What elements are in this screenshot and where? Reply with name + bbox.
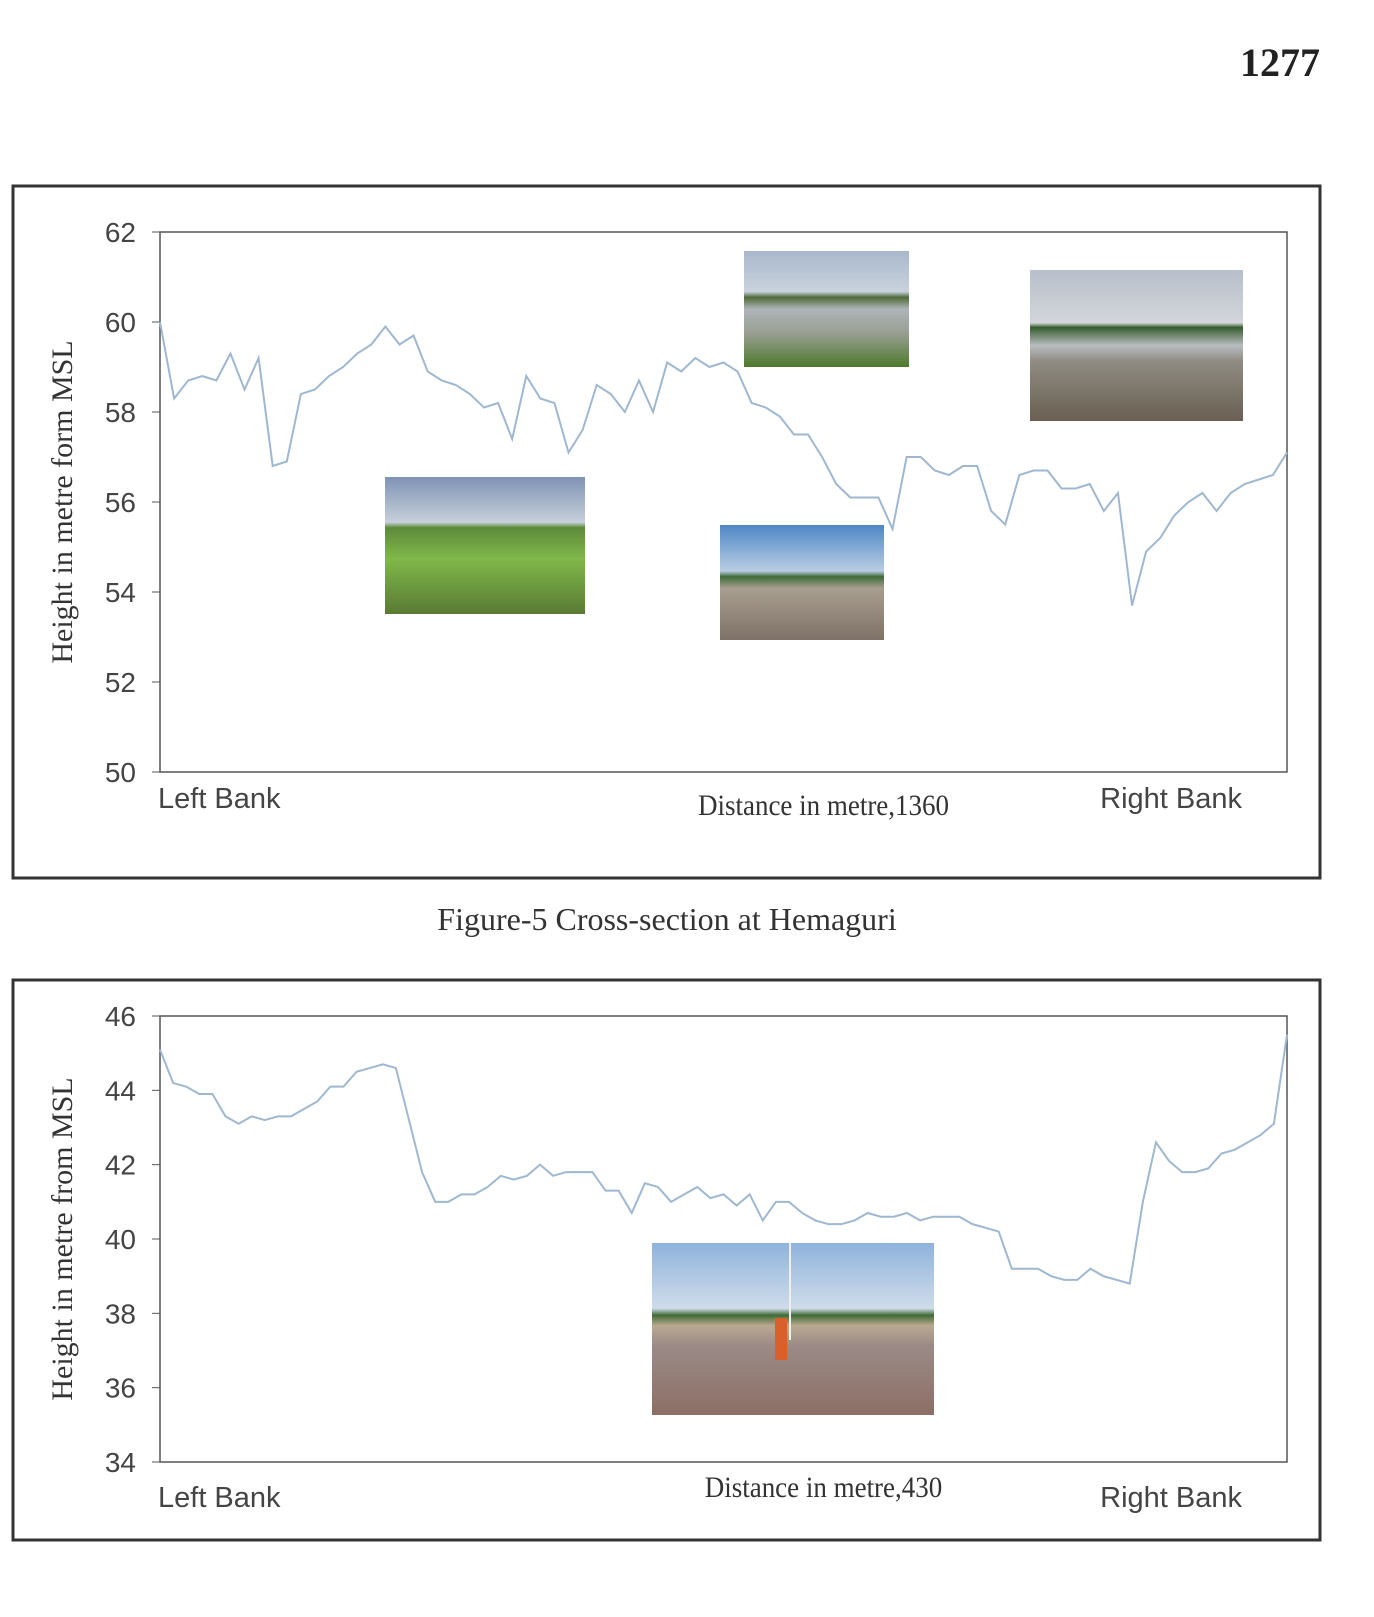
x-axis-title: Distance in metre,430: [705, 1472, 942, 1505]
y-tick-label: 46: [105, 1001, 136, 1032]
figure-frame: [11, 184, 1322, 880]
page-number: 1277: [1240, 40, 1320, 85]
y-tick-label: 42: [105, 1150, 136, 1181]
right-bank-label: Right Bank: [1100, 783, 1242, 815]
photos: [385, 251, 1243, 1415]
figure-caption: Figure-5 Cross-section at Hemaguri: [437, 901, 897, 937]
y-axis-title: Height in metre form MSL: [46, 340, 79, 663]
x-axis-title: Distance in metre,1360: [698, 790, 949, 823]
y-tick-label: 58: [105, 397, 136, 428]
left-bank-label: Left Bank: [158, 1482, 281, 1514]
y-tick-label: 40: [105, 1224, 136, 1255]
right-bank-label: Right Bank: [1100, 1482, 1242, 1514]
y-tick-label: 36: [105, 1373, 136, 1404]
y-axis-title: Height in metre from MSL: [46, 1077, 79, 1400]
left-bank-label: Left Bank: [158, 783, 281, 815]
photo: [744, 251, 909, 367]
y-tick-label: 56: [105, 487, 136, 518]
y-tick-label: 50: [105, 757, 136, 788]
photo: [720, 525, 884, 640]
photo: [385, 477, 585, 614]
person: [775, 1318, 787, 1360]
data-line: [159, 321, 1288, 606]
y-tick-label: 54: [105, 577, 136, 608]
figure-frame: [11, 978, 1322, 1542]
y-tick-label: 44: [105, 1075, 136, 1106]
photo: [1030, 270, 1243, 421]
photo: [652, 1243, 934, 1415]
y-tick-label: 62: [105, 217, 136, 248]
data-line: [159, 1034, 1288, 1285]
y-tick-label: 38: [105, 1298, 136, 1329]
y-tick-label: 60: [105, 307, 136, 338]
y-tick-label: 34: [105, 1447, 136, 1478]
y-tick-label: 52: [105, 667, 136, 698]
